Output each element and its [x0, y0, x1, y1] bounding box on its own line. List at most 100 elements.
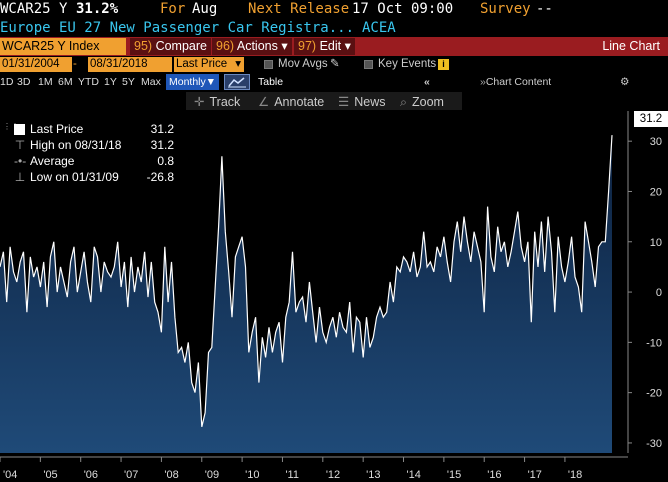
y-tick-label: 20: [650, 186, 662, 198]
legend-average-label: Average: [30, 154, 75, 168]
actions-number: 96): [216, 39, 235, 53]
frequency-select[interactable]: Monthly ▼: [166, 74, 219, 90]
pen-icon: ∠: [258, 95, 270, 109]
x-tick-label: '12: [326, 469, 340, 481]
period-ytd[interactable]: YTD: [78, 76, 99, 88]
line-chart[interactable]: -30 -20 -10 0 10 20 30 '04 '05 '06 '07 '08 '09 '10 '1…: [0, 111, 668, 482]
mov-avgs-label: Mov Avgs: [278, 58, 328, 70]
period-1d[interactable]: 1D: [0, 76, 14, 88]
key-events-label: Key Events: [378, 58, 437, 70]
x-tick-label: '13: [366, 469, 380, 481]
x-tick-label: '07: [124, 469, 138, 481]
x-axis: '04 '05 '06 '07 '08 '09 '10 '11 '12 '13 '14 '15 '16 '…: [0, 456, 628, 481]
current-value: 31.2%: [76, 1, 119, 17]
news-button[interactable]: ☰ News: [338, 93, 385, 111]
track-label: Track: [209, 95, 241, 109]
compare-number: 95): [134, 39, 153, 53]
period-bar: 1D 3D 1M 6M YTD 1Y 5Y Max Monthly ▼ Tabl…: [0, 73, 668, 91]
end-date-input[interactable]: 08/31/2018: [88, 57, 172, 72]
for-label: For: [160, 1, 186, 17]
period-max[interactable]: Max: [141, 76, 161, 88]
last-value-tag: 31.2: [634, 111, 668, 127]
x-tick-label: '09: [205, 469, 219, 481]
series-swatch: [14, 124, 25, 135]
tool-bar: ✛ Track ∠ Annotate ☰ News ⌕ Zoom: [0, 91, 668, 111]
compare-button[interactable]: 95) Compare: [130, 38, 211, 55]
x-tick-label: '06: [84, 469, 98, 481]
line-chart-glyph: [228, 77, 246, 88]
edit-button[interactable]: 97) Edit ▾: [294, 38, 355, 55]
period-6m[interactable]: 6M: [58, 76, 73, 88]
legend-low-value: -26.8: [146, 170, 174, 184]
range-controls: 01/31/2004 - 08/31/2018 Last Price ▾ Mov…: [0, 56, 668, 73]
news-label: News: [354, 95, 386, 109]
for-value: Aug: [192, 1, 218, 17]
zoom-button[interactable]: ⌕ Zoom: [400, 93, 444, 111]
average-marker-icon: -•-: [14, 154, 27, 168]
legend-last-price[interactable]: ⋮⋮ Last Price 31.2: [0, 121, 180, 137]
table-toggle[interactable]: Table: [258, 76, 284, 88]
frequency-dropdown-icon: ▼: [205, 76, 216, 88]
field-dropdown-icon: ▾: [235, 58, 241, 70]
field-select-label: Last Price: [176, 58, 228, 70]
actions-button[interactable]: 96) Actions ▾: [212, 38, 292, 55]
y-tick-label: 0: [656, 287, 662, 299]
x-tick-label: '10: [245, 469, 259, 481]
security-header: WCAR25 Y 31.2% For Aug Next Release 17 O…: [0, 0, 668, 19]
edit-dropdown-icon: ▾: [344, 39, 351, 53]
mov-avgs-checkbox[interactable]: [264, 60, 273, 69]
chart-content-label: Chart Content: [485, 76, 552, 88]
x-tick-label: '18: [568, 469, 582, 481]
period-1m[interactable]: 1M: [38, 76, 53, 88]
y-tick-label: -10: [646, 337, 662, 349]
legend-high-value: 31.2: [150, 138, 174, 152]
security-input[interactable]: WCAR25 Y Index: [0, 38, 126, 55]
period-3d[interactable]: 3D: [17, 76, 31, 88]
period-1y[interactable]: 1Y: [104, 76, 117, 88]
compare-label: Compare: [155, 39, 207, 53]
edit-number: 97): [298, 39, 317, 53]
start-date-input[interactable]: 01/31/2004: [0, 57, 72, 72]
security-description: Europe EU 27 New Passenger Car Registra.…: [0, 19, 668, 37]
line-layer: [0, 135, 613, 427]
frequency-label: Monthly: [169, 76, 206, 88]
legend-average-value: 0.8: [157, 154, 174, 168]
range-dash: -: [73, 58, 77, 70]
list-icon: ☰: [338, 95, 350, 109]
legend-high: ⊤ High on 08/31/18 31.2: [0, 137, 180, 153]
pencil-icon[interactable]: ✎: [330, 58, 340, 70]
legend-low: ⊥ Low on 01/31/09 -26.8: [0, 169, 180, 185]
legend-last-price-value: 31.2: [150, 122, 174, 136]
description-text: Europe EU 27 New Passenger Car Registra.…: [0, 20, 355, 36]
annotate-button[interactable]: ∠ Annotate: [258, 93, 324, 111]
x-tick-label: '04: [3, 469, 17, 481]
drag-handle-icon[interactable]: ⋮⋮: [3, 122, 19, 131]
x-tick-label: '08: [164, 469, 178, 481]
x-tick-label: '15: [447, 469, 461, 481]
gear-icon[interactable]: ⚙: [620, 76, 630, 88]
line-chart-icon[interactable]: [224, 74, 250, 90]
y-tick-label: 10: [650, 237, 662, 249]
legend-low-label: Low on 01/31/09: [30, 170, 119, 184]
y-tick-label: 30: [650, 136, 662, 148]
x-tick-label: '17: [528, 469, 542, 481]
series-line: [0, 135, 613, 427]
period-5y[interactable]: 5Y: [122, 76, 135, 88]
chart-content-button[interactable]: »Chart Content: [480, 73, 551, 91]
chart-content-icon: »: [480, 76, 486, 88]
field-select[interactable]: Last Price ▾: [174, 57, 244, 72]
double-chevron-left-icon[interactable]: «: [424, 76, 430, 88]
info-icon[interactable]: i: [438, 59, 449, 70]
track-button[interactable]: ✛ Track: [194, 93, 240, 111]
key-events-checkbox[interactable]: [364, 60, 373, 69]
actions-label: Actions: [236, 39, 278, 53]
annotate-label: Annotate: [274, 95, 325, 109]
y-tick-label: -20: [646, 388, 662, 400]
tool-strip: ✛ Track ∠ Annotate ☰ News ⌕ Zoom: [186, 92, 462, 110]
high-marker-icon: ⊤: [14, 138, 26, 152]
menu-bar: WCAR25 Y Index 95) Compare 96) Actions ▾…: [0, 37, 668, 56]
legend-last-price-label: Last Price: [30, 122, 84, 136]
ticker-symbol: WCAR25 Y: [0, 1, 68, 17]
edit-label: Edit: [319, 39, 342, 53]
view-type-label: Line Chart: [602, 39, 660, 53]
